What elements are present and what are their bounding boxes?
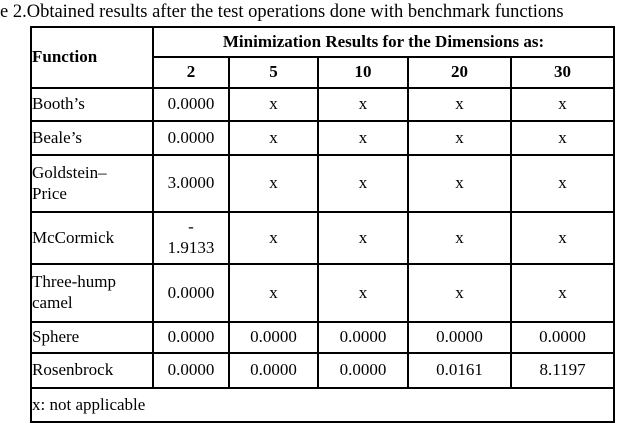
value-cell: 0.0000: [152, 321, 230, 354]
value-cell: 0.0000: [407, 321, 512, 354]
value-cell: 0.0000: [228, 321, 319, 354]
benchmark-results-table: Function Minimization Results for the Di…: [29, 26, 616, 423]
table-row-mccormick: McCormick - 1.9133 x x x x: [30, 211, 616, 265]
value-cell: x: [317, 211, 409, 265]
function-cell: McCormick: [30, 211, 154, 265]
value-cell: - 1.9133: [152, 211, 230, 265]
value-cell: 0.0000: [152, 87, 230, 122]
value-cell: x: [228, 120, 319, 156]
value-cell: 0.0000: [228, 352, 319, 389]
value-cell: 0.0000: [152, 120, 230, 156]
value-cell: x: [317, 120, 409, 156]
dimension-header-20: 20: [407, 56, 512, 89]
value-cell: x: [509, 120, 616, 156]
table-row-three-hump-camel: Three-hump camel 0.0000 x x x x: [30, 263, 616, 323]
function-cell: Rosenbrock: [30, 352, 154, 389]
value-cell: x: [317, 87, 409, 122]
value-cell: 0.0000: [152, 352, 230, 389]
value-cell: x: [407, 263, 512, 323]
table-row-sphere: Sphere 0.0000 0.0000 0.0000 0.0000 0.000…: [30, 321, 616, 354]
dimension-header-10: 10: [317, 56, 409, 89]
value-cell: 0.0000: [317, 321, 409, 354]
value-cell: x: [407, 211, 512, 265]
value-cell: x: [317, 154, 409, 213]
group-header: Minimization Results for the Dimensions …: [151, 26, 616, 58]
value-cell: x: [407, 154, 512, 213]
value-cell: x: [317, 263, 409, 323]
dimension-header-5: 5: [228, 56, 319, 89]
function-cell: Beale’s: [30, 120, 154, 156]
value-cell: 3.0000: [152, 154, 230, 213]
table-row-rosenbrock: Rosenbrock 0.0000 0.0000 0.0000 0.0161 8…: [30, 352, 616, 389]
value-cell: x: [407, 120, 512, 156]
table-row-goldstein-price: Goldstein– Price 3.0000 x x x x: [30, 154, 616, 213]
function-cell: Booth’s: [30, 87, 154, 122]
value-cell: 0.0000: [317, 352, 409, 389]
function-cell: Sphere: [30, 321, 154, 354]
table-row-booths: Booth’s 0.0000 x x x x: [30, 87, 616, 122]
value-cell: 0.0000: [152, 263, 230, 323]
value-cell: x: [509, 263, 616, 323]
value-cell: x: [228, 87, 319, 122]
value-cell: x: [509, 211, 616, 265]
value-cell: x: [407, 87, 512, 122]
footnote-cell: x: not applicable: [29, 387, 616, 423]
value-cell: x: [509, 87, 616, 122]
value-cell: x: [509, 154, 616, 213]
value-cell: x: [228, 154, 319, 213]
function-cell: Three-hump camel: [30, 263, 154, 323]
table-row-beales: Beale’s 0.0000 x x x x: [30, 120, 616, 156]
table-footnote-row: x: not applicable: [29, 387, 616, 423]
dimension-header-2: 2: [152, 56, 230, 89]
function-column-header: Function: [30, 26, 154, 89]
function-cell: Goldstein– Price: [30, 154, 154, 213]
value-cell: 0.0161: [407, 352, 512, 389]
value-cell: x: [228, 263, 319, 323]
table-caption: e 2.Obtained results after the test oper…: [0, 2, 564, 22]
value-cell: x: [228, 211, 319, 265]
header-row-dimensions: 2 5 10 20 30: [31, 56, 616, 89]
dimension-header-30: 30: [509, 56, 616, 89]
header-row-group: Function Minimization Results for the Di…: [30, 26, 616, 89]
value-cell: 8.1197: [509, 352, 616, 389]
value-cell: 0.0000: [509, 321, 616, 354]
